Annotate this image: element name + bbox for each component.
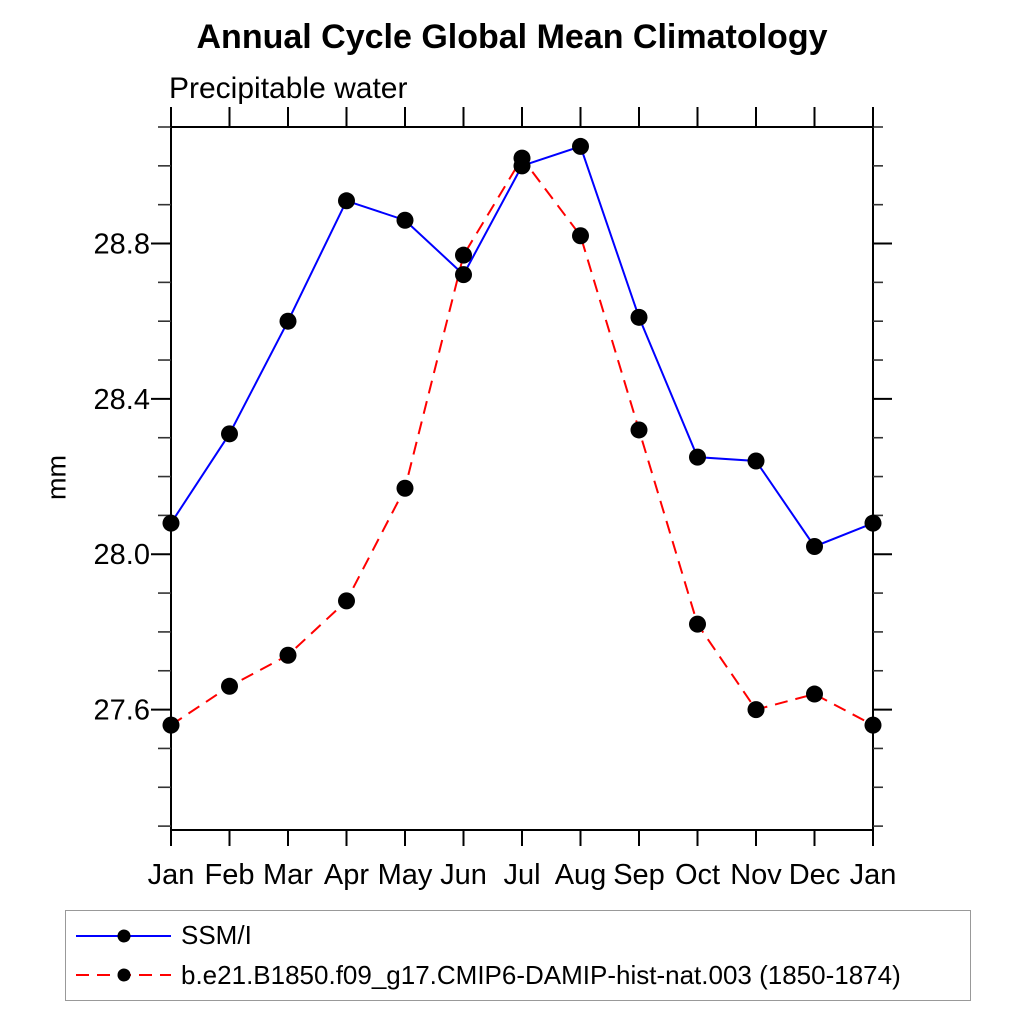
legend-item-ssmi: SSM/I bbox=[74, 920, 970, 951]
series-0-marker bbox=[630, 308, 648, 326]
series-1-marker bbox=[747, 701, 765, 719]
series-line-0 bbox=[170, 145, 874, 548]
x-tick-label: Oct bbox=[675, 859, 720, 891]
series-1-marker bbox=[455, 246, 472, 264]
legend-label-model-run: b.e21.B1850.f09_g17.CMIP6-DAMIP-hist-nat… bbox=[181, 959, 901, 990]
series-0-marker bbox=[864, 514, 882, 532]
series-1-marker bbox=[572, 227, 589, 245]
x-tick-label: Jul bbox=[503, 859, 540, 891]
series-1-marker bbox=[630, 421, 648, 439]
x-tick-label: Jan bbox=[148, 859, 195, 891]
series-0-marker bbox=[162, 514, 180, 532]
y-tick-label: 28.8 bbox=[94, 229, 150, 261]
series-0-marker bbox=[279, 312, 297, 330]
series-1-marker bbox=[221, 677, 238, 695]
y-tick-label: 28.0 bbox=[94, 539, 150, 571]
chart-subtitle: Precipitable water bbox=[169, 72, 408, 105]
x-tick-label: Dec bbox=[789, 859, 841, 891]
series-0-marker bbox=[338, 192, 355, 210]
legend-label-ssmi: SSM/I bbox=[181, 920, 252, 951]
legend-marker-dot-0 bbox=[117, 929, 131, 943]
series-1-marker bbox=[864, 716, 882, 734]
legend-line-sample-1 bbox=[76, 968, 171, 982]
series-0-marker bbox=[806, 537, 823, 555]
x-tick-label: Sep bbox=[613, 859, 665, 891]
series-1-marker bbox=[689, 615, 706, 633]
x-tick-label: Nov bbox=[730, 859, 782, 891]
x-tick-label: Feb bbox=[205, 859, 255, 891]
series-0-marker bbox=[455, 266, 472, 284]
series-0-marker bbox=[572, 137, 589, 155]
x-tick-label: Apr bbox=[324, 859, 369, 891]
series-1-marker bbox=[396, 479, 414, 497]
x-tick-label: Jan bbox=[850, 859, 897, 891]
series-0-marker bbox=[747, 452, 765, 470]
x-tick-label: Mar bbox=[263, 859, 313, 891]
y-tick-label: 27.6 bbox=[94, 695, 150, 727]
series-1-marker bbox=[806, 685, 823, 703]
legend-item-model-run: b.e21.B1850.f09_g17.CMIP6-DAMIP-hist-nat… bbox=[74, 960, 970, 990]
series-0-marker bbox=[396, 211, 414, 229]
legend-line-sample-0 bbox=[76, 929, 171, 943]
y-tick-label: 28.4 bbox=[94, 384, 150, 416]
x-tick-label: Jun bbox=[440, 859, 487, 891]
series-line-1 bbox=[170, 156, 874, 727]
series-1-marker bbox=[513, 149, 531, 167]
series-1-marker bbox=[338, 592, 355, 610]
series-0-marker bbox=[689, 448, 706, 466]
series-1-marker bbox=[162, 716, 180, 734]
series-0-marker bbox=[221, 425, 238, 443]
x-tick-label: Aug bbox=[555, 859, 607, 891]
legend-marker-dot-1 bbox=[117, 968, 131, 982]
legend-box: SSM/I b.e21.B1850.f09_g17.CMIP6-DAMIP-hi… bbox=[65, 910, 971, 1001]
series-1-marker bbox=[279, 646, 297, 664]
x-tick-label: May bbox=[378, 859, 433, 891]
chart-title: Annual Cycle Global Mean Climatology bbox=[196, 18, 828, 56]
